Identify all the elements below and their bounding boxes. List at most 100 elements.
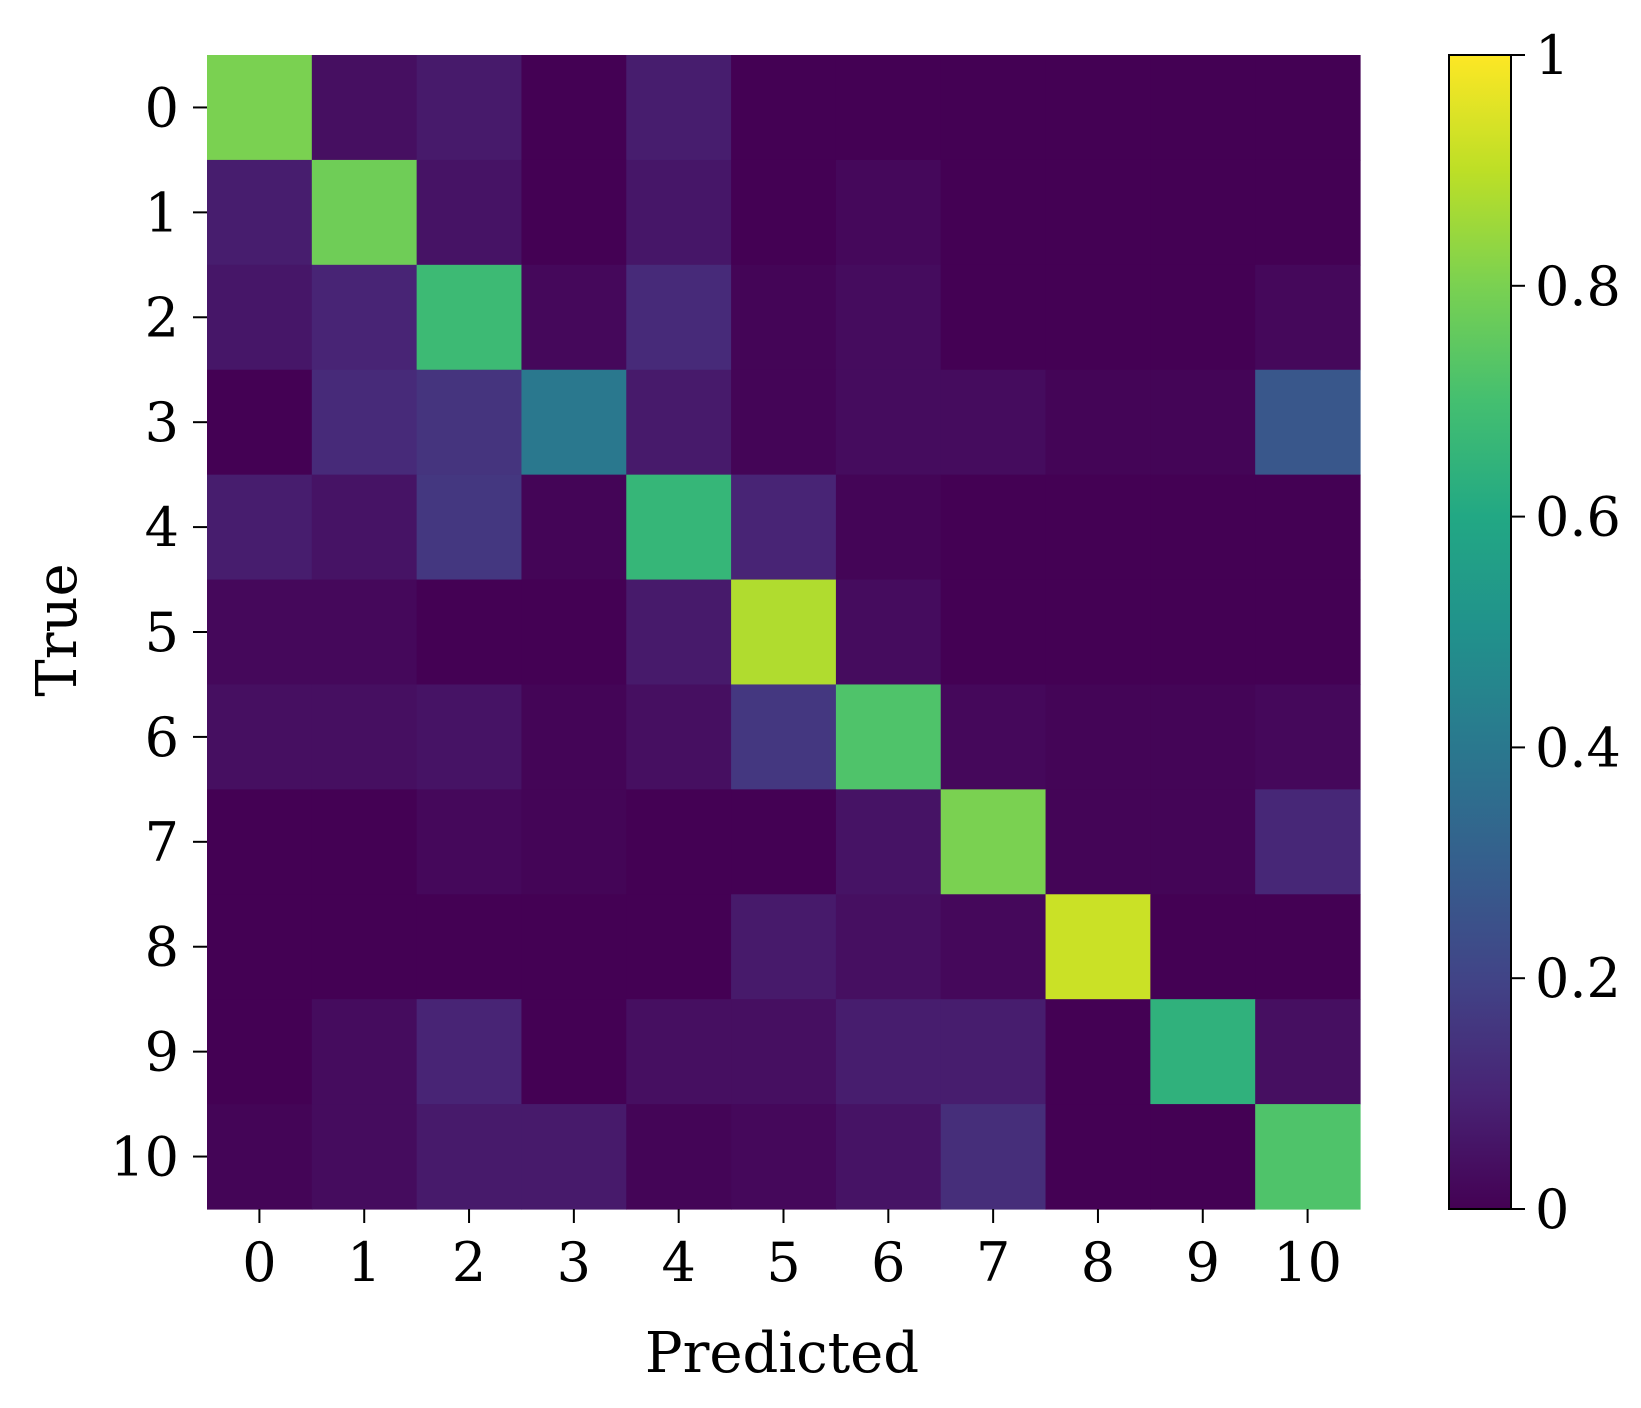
heatmap-cell <box>731 999 837 1105</box>
heatmap-cell <box>1045 264 1151 371</box>
heatmap-cell <box>1150 55 1256 161</box>
heatmap-cell <box>416 999 523 1105</box>
x-tick-label: 2 <box>452 1231 486 1294</box>
heatmap-cell <box>1150 999 1256 1105</box>
y-tick-label: 4 <box>145 496 179 559</box>
y-tick-label: 2 <box>145 286 179 349</box>
heatmap-cell <box>835 264 942 371</box>
heatmap-cell <box>626 894 732 1000</box>
heatmap-cell <box>1045 579 1151 686</box>
heatmap-cell <box>1045 369 1151 476</box>
heatmap-cell <box>521 159 627 266</box>
heatmap-cell <box>1255 369 1361 476</box>
heatmap-cell <box>835 369 942 476</box>
heatmap-cell <box>835 789 942 895</box>
colorbar-tick-label: 0 <box>1535 1178 1569 1241</box>
colorbar-tick-label: 0.2 <box>1535 947 1621 1010</box>
heatmap-cell <box>940 55 1047 161</box>
heatmap-cell <box>940 264 1047 371</box>
x-tick-label: 10 <box>1273 1231 1342 1294</box>
heatmap-cell <box>1150 579 1256 686</box>
heatmap-cell <box>940 999 1047 1105</box>
heatmap-cell <box>731 159 837 266</box>
heatmap-cell <box>311 1104 418 1210</box>
heatmap-cell <box>311 369 418 476</box>
heatmap-cell <box>416 1104 523 1210</box>
heatmap-cell <box>207 474 313 581</box>
colorbar-tick-label: 0.4 <box>1535 716 1621 779</box>
y-tick-label: 5 <box>145 601 179 664</box>
heatmap-cell <box>1255 999 1361 1105</box>
heatmap-cell <box>311 579 418 686</box>
heatmap-cell <box>207 894 313 1000</box>
heatmap-cell <box>207 1104 313 1210</box>
heatmap-cell <box>1150 264 1256 371</box>
heatmap-cell <box>416 264 523 371</box>
heatmap-cell <box>1255 264 1361 371</box>
heatmap-cell <box>416 55 523 161</box>
x-tick-label: 6 <box>871 1231 905 1294</box>
heatmap-cell <box>1255 55 1361 161</box>
heatmap-cell <box>416 474 523 581</box>
heatmap-cell <box>521 369 627 476</box>
heatmap-cell <box>1045 684 1151 790</box>
heatmap-cell <box>1255 684 1361 790</box>
y-tick-label: 8 <box>145 916 179 979</box>
heatmap-cell <box>940 369 1047 476</box>
heatmap-cell <box>1255 159 1361 266</box>
heatmap-cell <box>940 789 1047 895</box>
heatmap-cell <box>416 684 523 790</box>
colorbar-ticks: 0 0.2 0.4 0.6 0.8 1 <box>1511 24 1621 1241</box>
heatmap-cell <box>1150 684 1256 790</box>
heatmap-cell <box>835 55 942 161</box>
heatmap-cell <box>207 264 313 371</box>
heatmap-cell <box>1045 159 1151 266</box>
heatmap-cell <box>940 474 1047 581</box>
colorbar-tick-label: 0.6 <box>1535 486 1621 549</box>
x-tick-label: 1 <box>347 1231 381 1294</box>
heatmap-cell <box>521 789 627 895</box>
y-axis-ticks: 0 1 2 3 4 5 6 7 8 9 10 <box>110 76 207 1189</box>
heatmap-cell <box>1150 894 1256 1000</box>
heatmap-cell <box>207 369 313 476</box>
heatmap-cell <box>311 474 418 581</box>
heatmap-cell <box>207 684 313 790</box>
heatmap-cell <box>1150 1104 1256 1210</box>
heatmap-cell <box>311 894 418 1000</box>
heatmap-cell <box>835 1104 942 1210</box>
heatmap-cell <box>311 159 418 266</box>
heatmap-cell <box>311 999 418 1105</box>
x-axis-ticks: 0 1 2 3 4 5 6 7 8 9 10 <box>242 1209 1342 1294</box>
heatmap-cell <box>626 579 732 686</box>
heatmap-cell <box>731 684 837 790</box>
heatmap-cell <box>207 579 313 686</box>
heatmap-cell <box>311 684 418 790</box>
heatmap-cell <box>521 264 627 371</box>
heatmap-cell <box>311 264 418 371</box>
heatmap-cell <box>1255 789 1361 895</box>
heatmap-cell <box>626 369 732 476</box>
heatmap-cell <box>1045 789 1151 895</box>
heatmap-cell <box>626 684 732 790</box>
heatmap-cell <box>207 55 313 161</box>
heatmap-cell <box>521 894 627 1000</box>
x-tick-label: 8 <box>1081 1231 1115 1294</box>
colorbar-tick-label: 1 <box>1535 24 1569 87</box>
heatmap-cell <box>731 789 837 895</box>
heatmap-cell <box>1150 474 1256 581</box>
heatmap-cell <box>416 894 523 1000</box>
heatmap-cell <box>626 999 732 1105</box>
heatmap-cell <box>940 159 1047 266</box>
heatmap-cell <box>1045 999 1151 1105</box>
x-tick-label: 9 <box>1186 1231 1220 1294</box>
heatmap-cell <box>416 579 523 686</box>
heatmap-cell <box>1255 894 1361 1000</box>
heatmap-cell <box>940 894 1047 1000</box>
heatmap-cell <box>416 369 523 476</box>
heatmap-cell <box>1150 369 1256 476</box>
x-tick-label: 5 <box>766 1231 800 1294</box>
heatmap-cells <box>207 55 1361 1210</box>
heatmap-cell <box>521 55 627 161</box>
heatmap-cell <box>1150 789 1256 895</box>
